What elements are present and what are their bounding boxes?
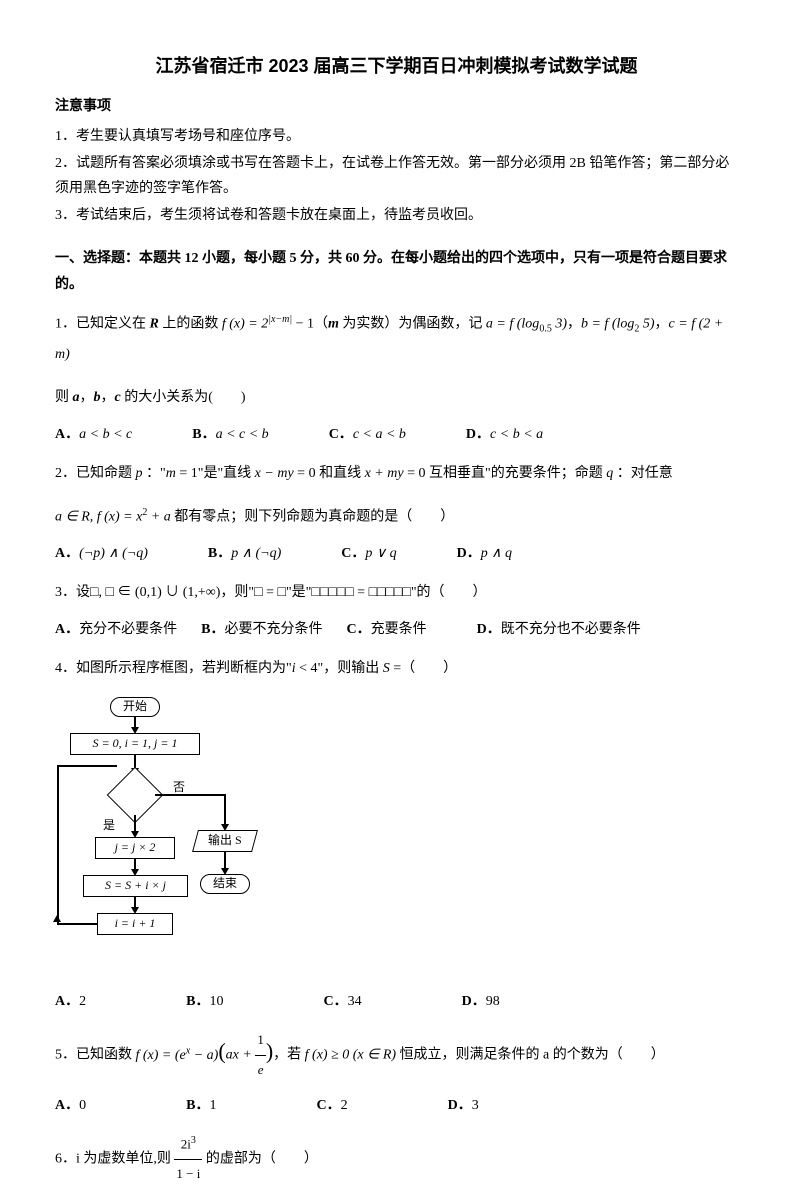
q1-func: f (x) = 2	[222, 316, 268, 331]
q2-end-math: + a	[147, 509, 170, 524]
q2-opt-D: p ∧ q	[481, 546, 512, 561]
q1-m: m	[328, 316, 339, 331]
fc-yes-label: 是	[103, 815, 115, 837]
q3-options: A．充分不必要条件 B．必要不充分条件 C．充要条件 D．既不充分也不必要条件	[55, 617, 778, 642]
opt-label-B: B．	[186, 1098, 209, 1113]
q1-text-prefix: 1．已知定义在	[55, 316, 150, 331]
q1-a-sub: 0.5	[539, 323, 552, 334]
q3-opt-C: 充要条件	[371, 622, 427, 637]
q5-prefix: 5．已知函数	[55, 1048, 136, 1063]
q1-opt-D: c < b < a	[490, 427, 543, 442]
instruction-1: 1．考生要认真填写考场号和座位序号。	[55, 124, 738, 149]
fc-step2: S = S + i × j	[83, 875, 188, 897]
q1-b-end: 5)	[639, 316, 654, 331]
opt-label-A: A．	[55, 546, 79, 561]
q2-opt-A: (¬p) ∧ (¬q)	[79, 546, 148, 561]
q5-frac-den: e	[255, 1056, 266, 1085]
q1-opt-A: a < b < c	[79, 427, 132, 442]
fc-end: 结束	[200, 874, 250, 894]
notice-header: 注意事项	[55, 94, 738, 119]
instruction-3: 3．考试结束后，考生须将试卷和答题卡放在桌面上，待监考员收回。	[55, 203, 738, 228]
question-2-line1: 2．已知命题 p ："m = 1"是"直线 x − my = 0 和直线 x +…	[55, 459, 738, 490]
opt-label-D: D．	[448, 1098, 472, 1113]
q1-opt-B: a < c < b	[216, 427, 269, 442]
question-6: 6．i 为虚数单位,则 2i3 1 − i 的虚部为（ ）	[55, 1130, 738, 1188]
opt-label-A: A．	[55, 427, 79, 442]
question-1: 1．已知定义在 R 上的函数 f (x) = 2|x−m| − 1（m 为实数）…	[55, 309, 738, 371]
opt-label-B: B．	[201, 622, 224, 637]
q2-prefix: a ∈ R,	[55, 509, 97, 524]
q6-den: 1 − i	[174, 1160, 202, 1188]
q6-end: 的虚部为（ ）	[202, 1151, 318, 1166]
q4-opt-D: 98	[486, 994, 500, 1009]
q5-frac-num: 1	[255, 1026, 266, 1056]
flowchart-diagram: 开始 S = 0, i = 1, j = 1 是 j = j × 2 S = S…	[55, 697, 265, 977]
opt-label-D: D．	[477, 622, 501, 637]
q1-minus1: − 1（	[292, 316, 328, 331]
q1-comma2: ，	[655, 316, 669, 331]
q4-opt-C: 34	[348, 994, 362, 1009]
q4-opt-B: 10	[209, 994, 223, 1009]
section1-intro: 一、选择题：本题共 12 小题，每小题 5 分，共 60 分。在每小题给出的四个…	[55, 246, 738, 296]
opt-label-A: A．	[55, 1098, 79, 1113]
instruction-2: 2．试题所有答案必须填涂或书写在答题卡上，在试卷上作答无效。第一部分必须用 2B…	[55, 151, 738, 201]
fc-step3: i = i + 1	[97, 913, 173, 935]
q3-opt-A: 充分不必要条件	[79, 622, 177, 637]
q1-a-end: 3)	[552, 316, 567, 331]
q5-opt-D: 3	[472, 1098, 479, 1113]
q3-opt-B: 必要不充分条件	[224, 622, 322, 637]
question-1-line2: 则 a，b，c 的大小关系为( )	[55, 383, 738, 414]
opt-label-D: D．	[466, 427, 490, 442]
fc-step1: j = j × 2	[95, 837, 175, 859]
fc-output: 输出 S	[192, 830, 258, 852]
q2-opt-C: p ∨ q	[365, 546, 396, 561]
q5-mid: ，若	[273, 1048, 305, 1063]
fc-init: S = 0, i = 1, j = 1	[70, 733, 200, 755]
fc-start: 开始	[110, 697, 160, 717]
q4-opt-A: 2	[79, 994, 86, 1009]
q1-b: b = f (log	[581, 316, 634, 331]
opt-label-B: B．	[192, 427, 215, 442]
opt-label-C: C．	[346, 622, 370, 637]
opt-label-B: B．	[186, 994, 209, 1009]
opt-label-A: A．	[55, 622, 79, 637]
q1-exp: |x−m|	[268, 314, 292, 325]
question-4: 4．如图所示程序框图，若判断框内为"i < 4"，则输出 S =（ ）	[55, 654, 738, 685]
q5-opt-B: 1	[209, 1098, 216, 1113]
q2-func: f (x) = x	[97, 509, 143, 524]
opt-label-C: C．	[323, 994, 347, 1009]
opt-label-D: D．	[462, 994, 486, 1009]
q2-options: A．(¬p) ∧ (¬q) B．p ∧ (¬q) C．p ∨ q D．p ∧ q	[55, 541, 738, 566]
opt-label-A: A．	[55, 994, 79, 1009]
q5-opt-A: 0	[79, 1098, 86, 1113]
q5-end: 恒成立，则满足条件的 a 的个数为（ ）	[396, 1048, 665, 1063]
question-3: 3．设□, □ ∈ (0,1) ∪ (1,+∞)，则"□ = □"是"□□□□□…	[55, 578, 738, 609]
page-title: 江苏省宿迁市 2023 届高三下学期百日冲刺模拟考试数学试题	[55, 50, 738, 82]
q5-opt-C: 2	[341, 1098, 348, 1113]
opt-label-D: D．	[457, 546, 481, 561]
q6-num-sup: 3	[191, 1135, 196, 1146]
q1-a: a = f (log	[486, 316, 539, 331]
opt-label-C: C．	[341, 546, 365, 561]
q2-opt-B: p ∧ (¬q)	[231, 546, 281, 561]
q6-prefix: 6．i 为虚数单位,则	[55, 1151, 174, 1166]
q1-comma1: ，	[567, 316, 581, 331]
q5-cond: f (x) ≥ 0 (x ∈ R)	[305, 1048, 396, 1063]
q6-num: 2i	[181, 1136, 191, 1151]
q5-options: A．0 B．1 C．2 D．3	[55, 1093, 738, 1118]
q3-opt-D: 既不充分也不必要条件	[501, 622, 641, 637]
opt-label-C: C．	[329, 427, 353, 442]
q4-options: A．2 B．10 C．34 D．98	[55, 989, 738, 1014]
opt-label-C: C．	[316, 1098, 340, 1113]
question-2-line2: a ∈ R, f (x) = x2 + a 都有零点；则下列命题为真命题的是（ …	[55, 502, 738, 533]
question-5: 5．已知函数 f (x) = (ex − a)(ax + 1e)，若 f (x)…	[55, 1026, 738, 1084]
q1-R: R	[150, 316, 159, 331]
q1-options: A．a < b < c B．a < c < b C．c < a < b D．c …	[55, 422, 738, 447]
opt-label-B: B．	[208, 546, 231, 561]
q1-mid2: 为实数）为偶函数，记	[339, 316, 486, 331]
q1-opt-C: c < a < b	[353, 427, 406, 442]
q1-mid1: 上的函数	[159, 316, 222, 331]
